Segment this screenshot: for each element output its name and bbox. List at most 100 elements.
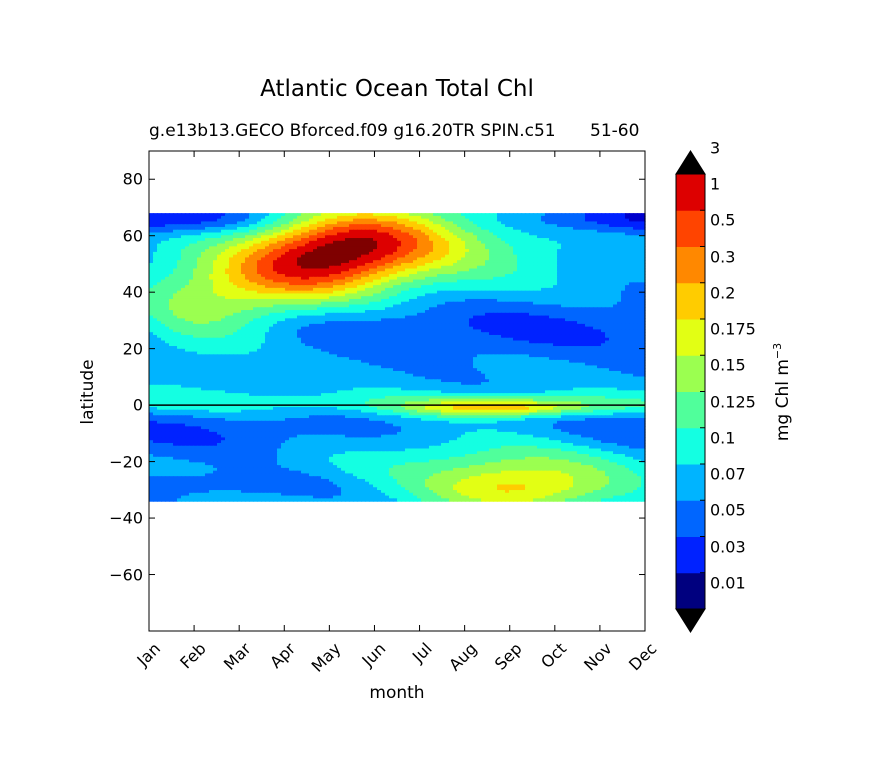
heatmap-cell — [449, 224, 454, 228]
heatmap-cell — [481, 282, 486, 286]
heatmap-cell — [269, 298, 274, 303]
heatmap-cell — [329, 262, 334, 267]
heatmap-cell — [277, 304, 282, 308]
heatmap-cell — [485, 274, 490, 278]
heatmap-cell — [309, 246, 314, 250]
heatmap-cell — [637, 312, 642, 317]
heatmap-cell — [181, 221, 186, 225]
heatmap-cell — [449, 268, 454, 272]
heatmap-cell — [237, 215, 242, 220]
heatmap-cell — [557, 213, 562, 217]
heatmap-cell — [589, 213, 594, 217]
heatmap-cell — [489, 213, 494, 217]
heatmap-cell — [329, 287, 334, 292]
heatmap-cell — [229, 257, 234, 261]
heatmap-cell — [481, 246, 486, 250]
heatmap-cell — [525, 243, 530, 247]
heatmap-cell — [345, 279, 350, 283]
heatmap-cell — [193, 285, 198, 289]
heatmap-cell — [517, 271, 522, 275]
heatmap-cell — [541, 285, 546, 289]
heatmap-cell — [593, 265, 598, 270]
heatmap-cell — [469, 271, 474, 275]
heatmap-cell — [297, 298, 302, 303]
heatmap-cell — [337, 268, 342, 272]
heatmap-cell — [357, 293, 362, 297]
heatmap-cell — [153, 260, 158, 264]
heatmap-cell — [165, 232, 170, 236]
heatmap-cell — [457, 282, 462, 286]
heatmap-cell — [609, 213, 614, 217]
heatmap-cell — [197, 260, 202, 264]
heatmap-cell — [465, 235, 470, 239]
heatmap-cell — [545, 238, 550, 242]
heatmap-cell — [553, 262, 558, 267]
heatmap-cell — [509, 274, 514, 278]
heatmap-cell — [273, 298, 278, 303]
heatmap-cell — [533, 229, 538, 234]
heatmap-cell — [153, 229, 158, 234]
heatmap-cell — [293, 279, 298, 283]
heatmap-cell — [253, 240, 258, 245]
heatmap-cell — [313, 251, 318, 256]
heatmap-cell — [597, 215, 602, 220]
heatmap-cell — [217, 265, 222, 270]
heatmap-cell — [589, 312, 594, 317]
heatmap-cell — [353, 262, 358, 267]
heatmap-cell — [229, 260, 234, 264]
heatmap-cell — [361, 224, 366, 228]
heatmap-cell — [413, 296, 418, 300]
heatmap-cell — [269, 240, 274, 245]
heatmap-cell — [361, 262, 366, 267]
heatmap-cell — [441, 246, 446, 250]
heatmap-cell — [209, 221, 214, 225]
heatmap-cell — [289, 240, 294, 245]
heatmap-cell — [557, 268, 562, 272]
heatmap-cell — [453, 276, 458, 281]
heatmap-cell — [205, 285, 210, 289]
heatmap-cell — [429, 240, 434, 245]
heatmap-cell — [265, 260, 270, 264]
heatmap-cell — [485, 307, 490, 311]
heatmap-cell — [509, 229, 514, 234]
heatmap-cell — [197, 307, 202, 311]
heatmap-cell — [481, 268, 486, 272]
heatmap-cell — [561, 271, 566, 275]
heatmap-cell — [461, 276, 466, 281]
heatmap-cell — [573, 251, 578, 256]
heatmap-cell — [193, 315, 198, 319]
heatmap-cell — [341, 229, 346, 234]
heatmap-cell — [625, 254, 630, 259]
heatmap-cell — [337, 238, 342, 242]
heatmap-cell — [217, 315, 222, 319]
heatmap-cell — [537, 213, 542, 217]
heatmap-cell — [377, 213, 382, 217]
heatmap-cell — [321, 271, 326, 275]
heatmap-cell — [341, 296, 346, 300]
heatmap-cell — [525, 312, 530, 317]
heatmap-cell — [633, 238, 638, 242]
heatmap-cell — [577, 293, 582, 297]
heatmap-cell — [513, 307, 518, 311]
heatmap-cell — [393, 257, 398, 261]
heatmap-cell — [541, 260, 546, 264]
heatmap-cell — [389, 235, 394, 239]
heatmap-cell — [633, 265, 638, 270]
heatmap-cell — [489, 307, 494, 311]
heatmap-cell — [481, 285, 486, 289]
heatmap-cell — [461, 243, 466, 247]
heatmap-cell — [329, 301, 334, 306]
heatmap-cell — [293, 307, 298, 311]
heatmap-cell — [281, 240, 286, 245]
heatmap-cell — [433, 304, 438, 308]
heatmap-cell — [609, 215, 614, 220]
heatmap-cell — [353, 229, 358, 234]
heatmap-cell — [153, 290, 158, 295]
heatmap-cell — [453, 307, 458, 311]
heatmap-cell — [193, 246, 198, 250]
heatmap-cell — [585, 312, 590, 317]
heatmap-cell — [625, 296, 630, 300]
heatmap-cell — [337, 254, 342, 259]
heatmap-cell — [249, 262, 254, 267]
heatmap-cell — [525, 262, 530, 267]
